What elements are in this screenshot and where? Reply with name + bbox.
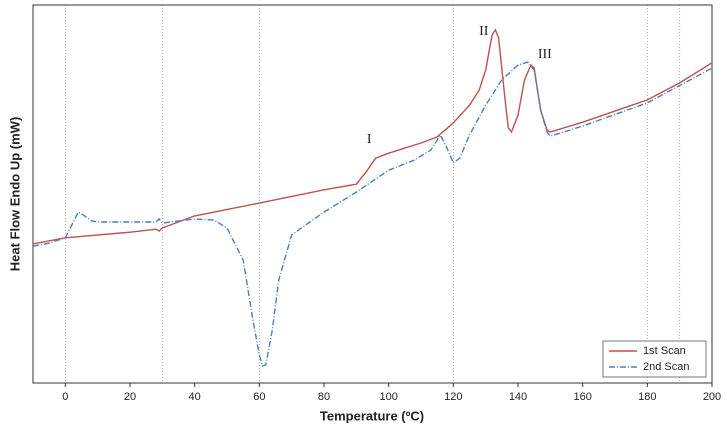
legend-label: 2nd Scan [643, 361, 689, 373]
plot-frame [32, 4, 713, 384]
x-tick-label: 180 [638, 391, 656, 403]
series-line [32, 28, 713, 245]
x-tick-label: 140 [509, 391, 527, 403]
x-tick-label: 20 [124, 391, 136, 403]
legend-box [602, 340, 707, 378]
x-tick-label: 80 [318, 391, 330, 403]
x-tick-label: 120 [444, 391, 462, 403]
series-line [32, 61, 713, 367]
x-axis-label: Temperature (ºC) [320, 408, 424, 423]
x-tick-label: 160 [573, 391, 591, 403]
x-tick-label: 200 [703, 391, 721, 403]
x-tick-label: 60 [253, 391, 265, 403]
x-tick-label: 100 [379, 391, 397, 403]
legend-label: 1st Scan [643, 345, 686, 357]
annotation: I [367, 132, 372, 147]
annotation: III [538, 47, 552, 62]
annotation: II [479, 24, 489, 39]
y-axis-label: Heat Flow Endo Up (mW) [7, 117, 22, 272]
x-tick-label: 0 [62, 391, 68, 403]
x-tick-label: 40 [189, 391, 201, 403]
